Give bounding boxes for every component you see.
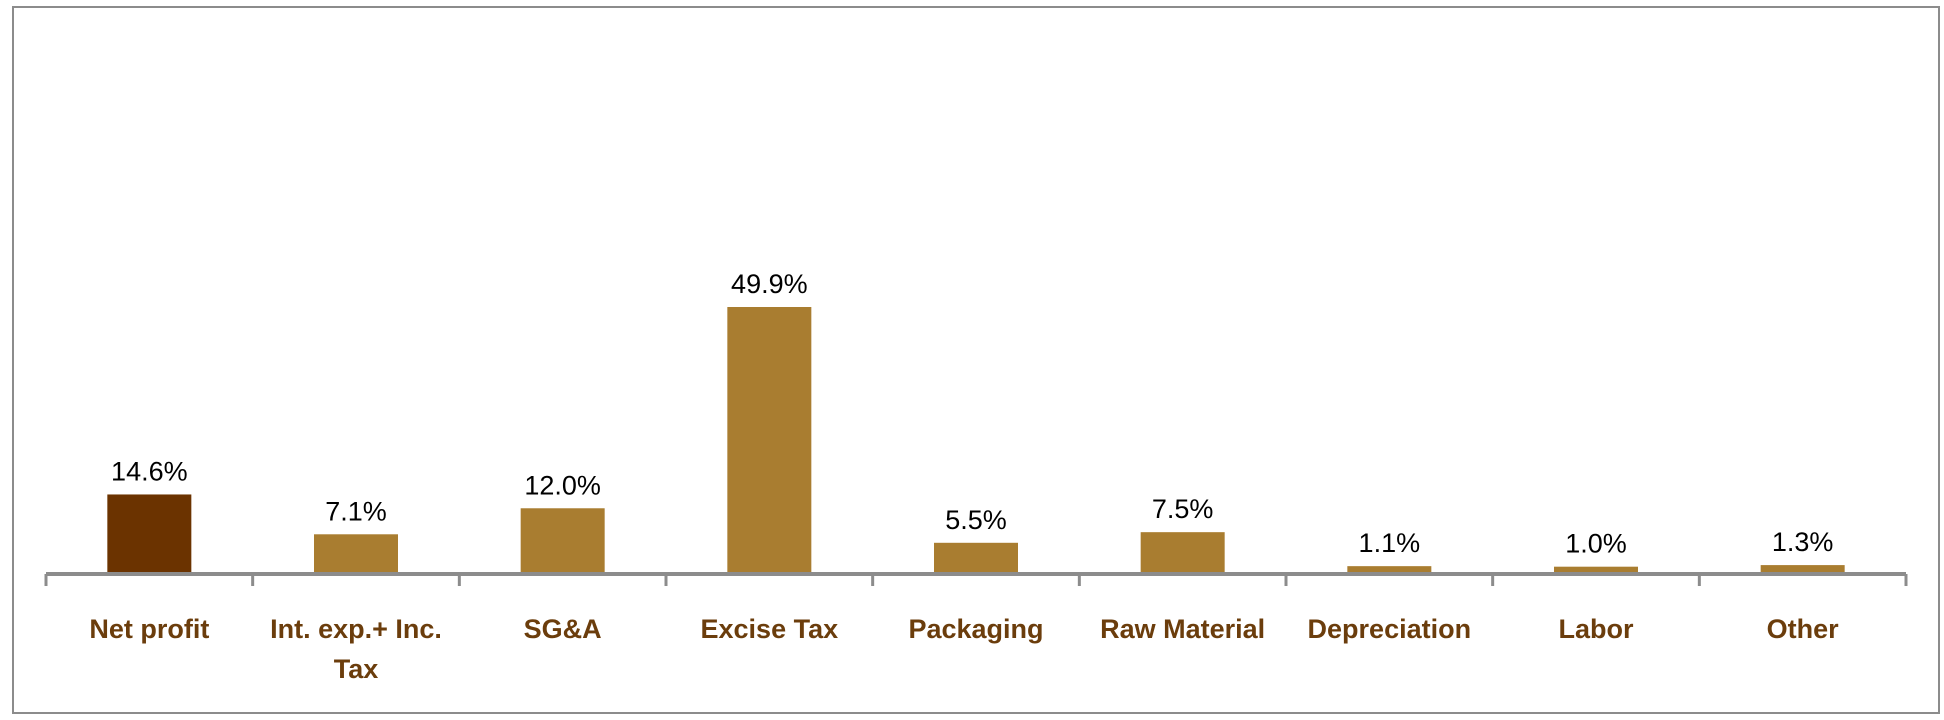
bar-value-label: 7.5% — [1152, 494, 1214, 524]
bar — [314, 534, 398, 572]
bar — [520, 508, 605, 572]
category-label: Tax — [334, 654, 379, 684]
category-label: Excise Tax — [701, 614, 839, 644]
category-label: Labor — [1558, 614, 1633, 644]
bar-value-label: 1.1% — [1359, 528, 1421, 558]
bar — [1554, 566, 1638, 572]
value-labels-group: 14.6% 7.1% 12.0% 49.9% 5.5% 7.5% 1.1% 1.0% 1.3% — [111, 269, 1833, 559]
category-label: Packaging — [908, 614, 1043, 644]
category-label: Other — [1767, 614, 1840, 644]
bar — [1760, 565, 1845, 572]
category-label: SG&A — [524, 614, 602, 644]
bar — [1140, 532, 1225, 572]
category-label: Depreciation — [1308, 614, 1472, 644]
bar-value-label: 1.3% — [1772, 527, 1834, 557]
category-label: Net profit — [89, 614, 209, 644]
bar — [727, 307, 812, 572]
category-label: Int. exp.+ Inc. — [270, 614, 442, 644]
bar — [107, 494, 192, 572]
bar-value-label: 1.0% — [1565, 529, 1627, 559]
bar-value-label: 49.9% — [731, 269, 808, 299]
x-axis-ticks — [44, 574, 1908, 586]
bar-value-label: 7.1% — [325, 496, 387, 526]
bar — [1347, 566, 1432, 572]
bar-value-label: 12.0% — [524, 470, 601, 500]
category-labels-group: Net profit Int. exp.+ Inc. Tax SG&A Excise T… — [89, 614, 1839, 684]
bar-value-label: 14.6% — [111, 456, 188, 486]
category-label: Raw Material — [1100, 614, 1265, 644]
bar-value-label: 5.5% — [945, 505, 1007, 535]
chart-frame — [12, 6, 1940, 714]
bar — [934, 542, 1018, 572]
bars-group — [107, 307, 1845, 572]
